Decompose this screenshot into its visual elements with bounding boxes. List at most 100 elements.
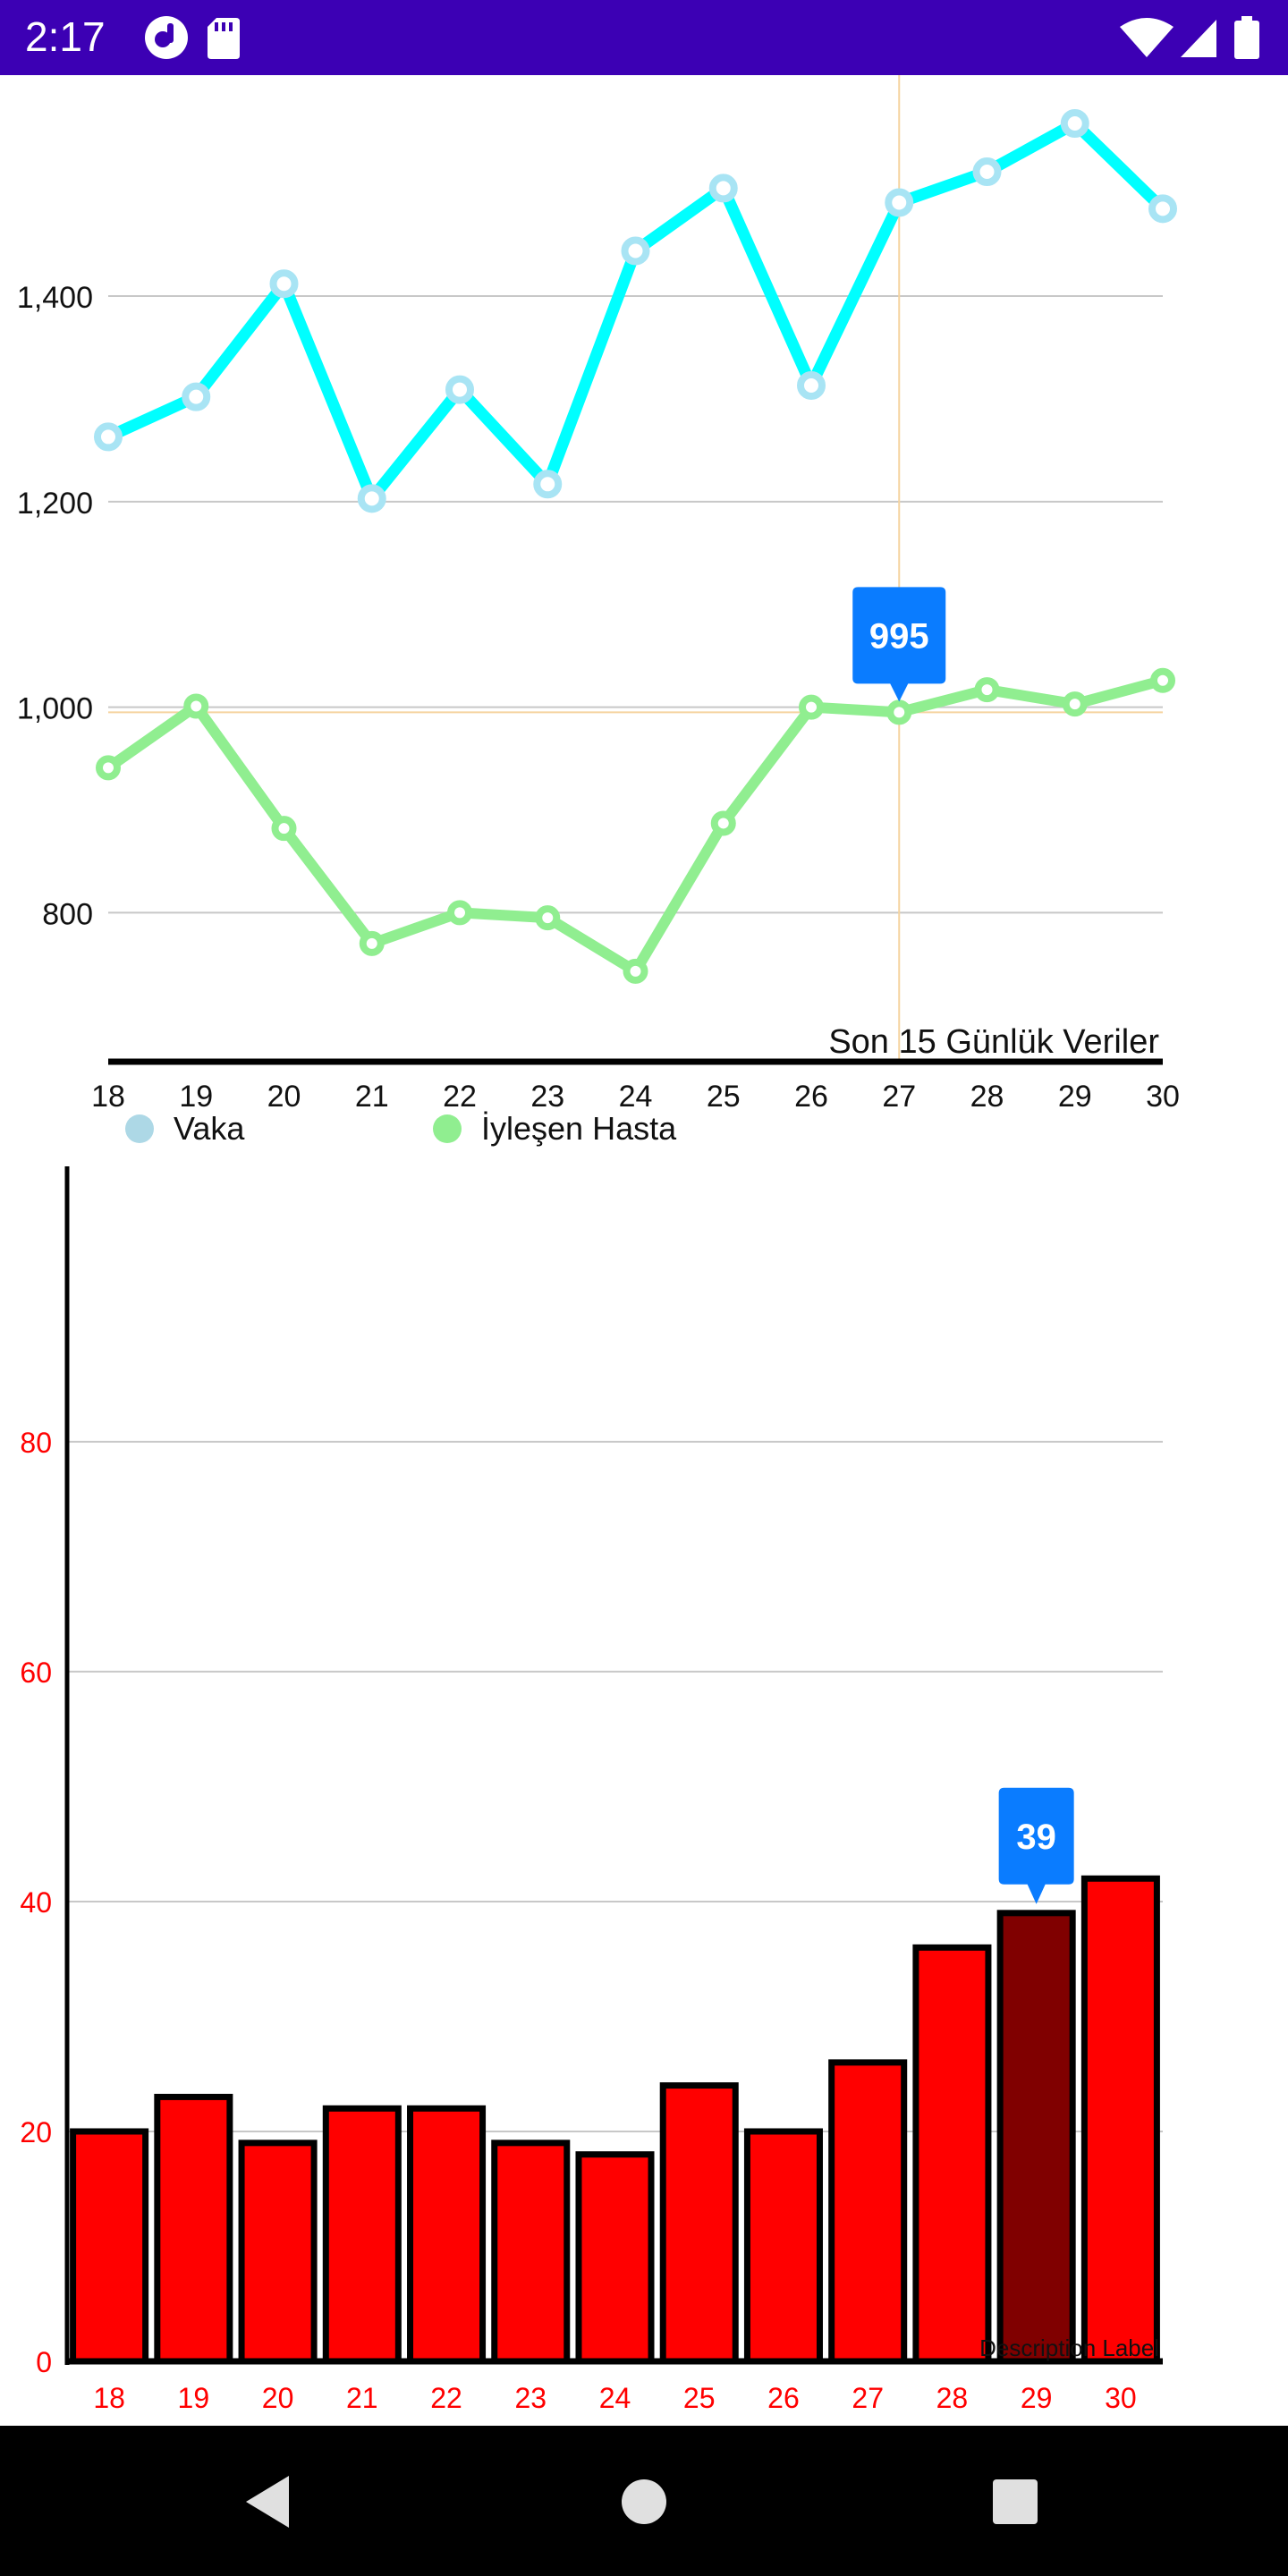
data-point-s1-28 <box>974 677 1000 703</box>
home-button[interactable] <box>604 2462 684 2542</box>
bar-18 <box>70 2128 149 2365</box>
bar-19 <box>154 2093 233 2365</box>
bar-y-tick-label-0: 0 <box>36 2346 52 2378</box>
navigation-bar <box>0 2426 1288 2576</box>
bar-x-tick-label-30: 30 <box>1105 2382 1137 2414</box>
line-chart-grid <box>108 295 1163 914</box>
legend-item-iyilesen[interactable]: İyleşen Hasta <box>433 1110 676 1148</box>
data-point-s1-27 <box>886 699 912 725</box>
bar-x-tick-label-25: 25 <box>683 2382 716 2414</box>
bar-28 <box>912 1944 992 2365</box>
data-point-s0-20 <box>269 269 299 299</box>
data-point-s1-30 <box>1150 667 1175 693</box>
y-tick-label-1400: 1,400 <box>17 281 93 315</box>
data-point-s1-21 <box>359 930 385 956</box>
bar-x-tick-label-23: 23 <box>514 2382 547 2414</box>
data-point-s1-18 <box>96 755 121 781</box>
bar-x-tick-label-24: 24 <box>599 2382 631 2414</box>
legend-marker-iyilesen-icon <box>433 1114 462 1143</box>
x-tick-label-25: 25 <box>707 1080 741 1114</box>
bar-x-tick-label-28: 28 <box>936 2382 969 2414</box>
y-tick-label-1000: 1,000 <box>17 692 93 726</box>
status-bar: 2:17 <box>0 0 1288 75</box>
bar-24 <box>575 2151 655 2365</box>
data-point-s1-22 <box>447 900 472 926</box>
back-triangle-icon <box>246 2476 289 2528</box>
bar-y-tick-label-20: 20 <box>20 2116 52 2148</box>
x-tick-label-24: 24 <box>619 1080 653 1114</box>
legend-label-iyilesen: İyleşen Hasta <box>481 1110 677 1147</box>
bar-chart-x-axis-labels: 18 19 20 21 22 23 24 25 26 27 28 29 30 <box>93 2382 1136 2414</box>
battery-icon <box>1234 16 1259 59</box>
x-tick-label-30: 30 <box>1146 1080 1180 1114</box>
data-point-s1-19 <box>183 693 209 719</box>
x-tick-label-19: 19 <box>179 1080 213 1114</box>
data-point-s1-29 <box>1062 691 1088 717</box>
line-chart[interactable]: 800 1,000 1,200 1,400 Son 15 Günlük Veriler… <box>0 75 1288 1148</box>
legend-item-vaka[interactable]: Vaka <box>125 1110 244 1148</box>
overview-button[interactable] <box>975 2462 1055 2542</box>
bar-chart-bars <box>70 1875 1160 2365</box>
line-chart-x-axis-labels: 18 19 20 21 22 23 24 25 26 27 28 29 30 <box>91 1080 1180 1114</box>
line-chart-description: Son 15 Günlük Veriler <box>828 1023 1159 1061</box>
sd-card-icon <box>208 18 240 59</box>
status-icons-left <box>143 14 250 65</box>
screen-content: 800 1,000 1,200 1,400 Son 15 Günlük Veriler… <box>0 75 1288 2426</box>
x-tick-label-29: 29 <box>1058 1080 1092 1114</box>
wifi-icon <box>1120 18 1174 57</box>
line-chart-tooltip-background <box>852 587 946 702</box>
data-point-s0-21 <box>357 484 386 513</box>
line-chart-tooltip-value: 995 <box>869 616 929 656</box>
line-chart-series <box>94 109 1177 984</box>
x-tick-label-22: 22 <box>443 1080 477 1114</box>
bar-x-tick-label-29: 29 <box>1021 2382 1053 2414</box>
y-tick-label-1200: 1,200 <box>17 487 93 521</box>
series-line-0 <box>102 117 1169 504</box>
data-point-s1-25 <box>710 810 736 836</box>
bar-x-tick-label-26: 26 <box>767 2382 800 2414</box>
bar-y-tick-label-40: 40 <box>20 1886 52 1919</box>
bar-chart-y-axis-labels: 0 20 40 60 80 <box>20 1427 52 2378</box>
bar-23 <box>491 2140 571 2365</box>
data-point-s0-22 <box>445 375 474 404</box>
line-chart-y-axis-labels: 800 1,000 1,200 1,400 <box>17 281 93 931</box>
x-tick-label-18: 18 <box>91 1080 125 1114</box>
x-tick-label-27: 27 <box>882 1080 916 1114</box>
data-point-s0-29 <box>1060 109 1089 139</box>
bar-chart-tooltip-background <box>998 1787 1074 1904</box>
cellular-signal-icon <box>1181 20 1216 57</box>
x-tick-label-28: 28 <box>970 1080 1004 1114</box>
data-point-s1-23 <box>535 905 561 931</box>
app-notification-icon <box>145 16 188 59</box>
bar-22 <box>407 2105 487 2365</box>
data-point-s0-27 <box>885 188 914 217</box>
x-tick-label-23: 23 <box>530 1080 564 1114</box>
status-icons-right <box>1118 14 1270 65</box>
bar-x-tick-label-21: 21 <box>346 2382 378 2414</box>
bar-chart[interactable]: 0 20 40 60 80 Description Label 18 19 20 21 22 23… <box>0 1166 1288 2426</box>
legend-label-vaka: Vaka <box>174 1110 245 1147</box>
x-tick-label-26: 26 <box>794 1080 828 1114</box>
bar-30 <box>1080 1875 1160 2365</box>
data-point-s0-28 <box>972 157 1002 187</box>
home-circle-icon <box>622 2479 666 2524</box>
bar-25 <box>659 2082 739 2365</box>
bar-chart-tooltip: 39 <box>998 1787 1074 1904</box>
bar-29 <box>996 1910 1076 2365</box>
bar-y-tick-label-60: 60 <box>20 1657 52 1689</box>
data-point-s0-25 <box>708 174 738 203</box>
x-tick-label-20: 20 <box>267 1080 301 1114</box>
data-point-s0-30 <box>1148 194 1177 224</box>
data-point-s0-19 <box>182 382 211 411</box>
back-button[interactable] <box>228 2462 309 2542</box>
bar-20 <box>238 2140 318 2365</box>
data-point-s1-20 <box>271 816 297 842</box>
data-point-s1-24 <box>623 958 648 984</box>
overview-square-icon <box>993 2479 1038 2524</box>
data-point-s0-23 <box>533 470 563 499</box>
bar-chart-tooltip-value: 39 <box>1016 1818 1056 1857</box>
bar-x-tick-label-18: 18 <box>93 2382 125 2414</box>
line-chart-tooltip: 995 <box>852 587 946 702</box>
series-line-1 <box>103 674 1168 977</box>
y-tick-label-800: 800 <box>42 897 93 931</box>
